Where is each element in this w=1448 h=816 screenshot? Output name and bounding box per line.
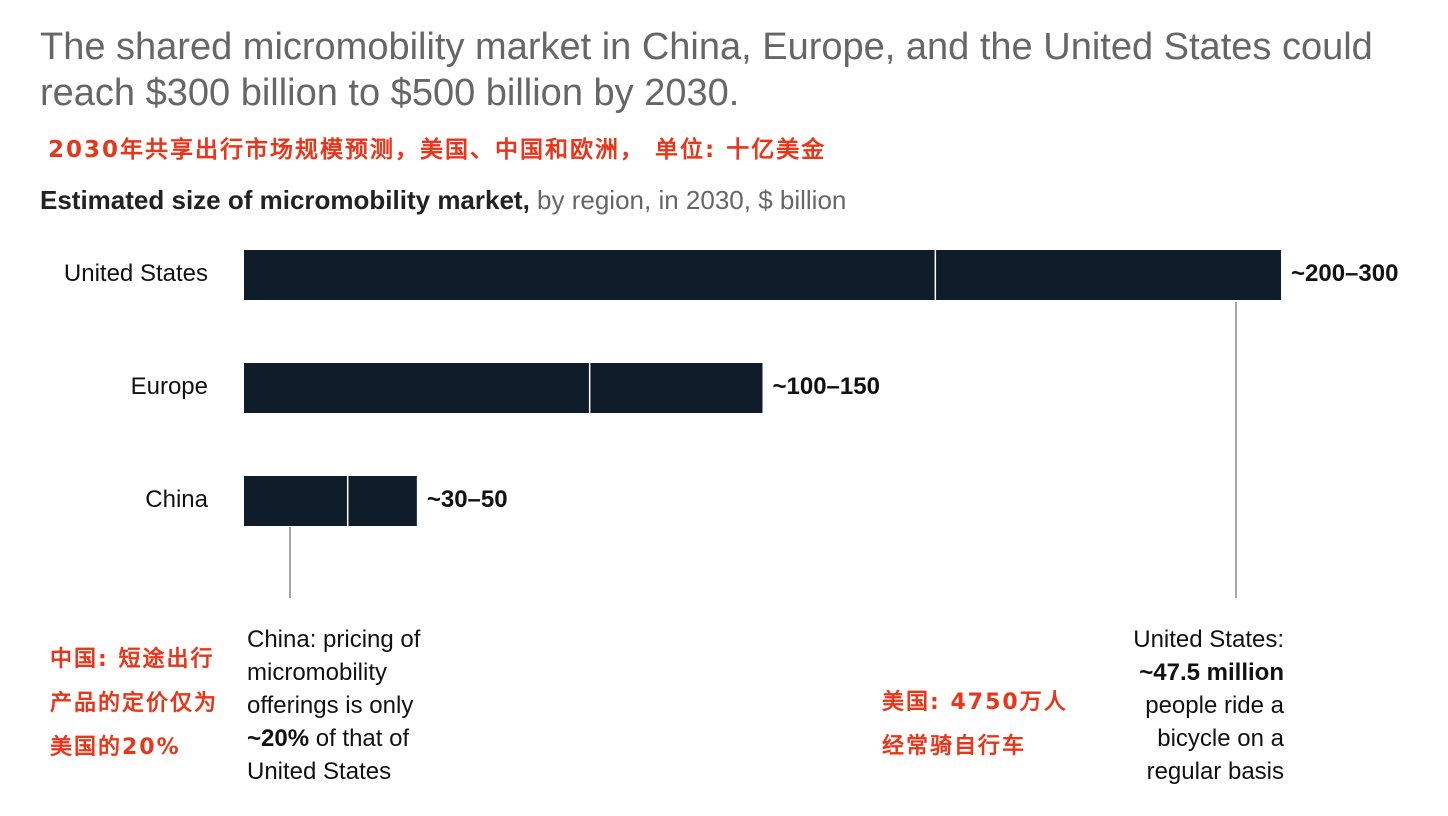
china-cn-note-line3: 美国的20%: [50, 735, 181, 760]
bar-china: [244, 476, 417, 526]
us-note-line5: regular basis: [1146, 758, 1284, 785]
china-note-line3: offerings is only: [247, 692, 414, 719]
subtitle-rest: by region, in 2030, $ billion: [529, 185, 847, 215]
us-note: United States: ~47.5 million people ride…: [1133, 623, 1284, 788]
us-note-line4: bicycle on a: [1157, 725, 1284, 752]
us-note-line3: people ride a: [1145, 692, 1284, 719]
value-label-united-states: ~200–300: [1291, 260, 1399, 287]
china-cn-note-line1: 中国: 短途出行: [50, 647, 215, 672]
us-note-line1: United States:: [1133, 626, 1284, 653]
value-label-china: ~30–50: [426, 486, 508, 513]
china-cn-note: 中国: 短途出行 产品的定价仅为 美国的20%: [50, 638, 218, 770]
china-note-line4: ~20% of that of: [247, 722, 420, 755]
chart-title: The shared micromobility market in China…: [40, 26, 1373, 114]
subtitle-bold: Estimated size of micromobility market,: [40, 185, 530, 215]
china-note-line1: China: pricing of: [247, 626, 421, 653]
bar-united-states: [244, 250, 1281, 300]
china-note-bold: ~20%: [247, 725, 310, 752]
china-note-line2: micromobility: [247, 659, 388, 686]
us-cn-note-line1: 美国: 4750万人: [882, 690, 1068, 715]
china-note: China: pricing of micromobility offering…: [247, 623, 420, 788]
us-note-bold-text: ~47.5 million: [1139, 659, 1284, 686]
us-cn-note: 美国: 4750万人 经常骑自行车: [882, 681, 1068, 769]
us-cn-note-line2: 经常骑自行车: [882, 734, 1027, 759]
category-label-china: China: [145, 486, 208, 513]
china-note-rest: of that of: [309, 725, 410, 752]
category-label-europe: Europe: [130, 373, 208, 400]
category-label-united-states: United States: [63, 260, 208, 287]
china-note-line5: United States: [247, 758, 392, 785]
bar-europe: [244, 363, 763, 413]
chart-subtitle: Estimated size of micromobility market, …: [40, 185, 846, 216]
chinese-subtitle: 2030年共享出行市场规模预测，美国、中国和欧洲， 单位: 十亿美金: [48, 137, 827, 163]
value-label-europe: ~100–150: [772, 373, 880, 400]
us-note-bold: ~47.5 million: [1133, 656, 1284, 689]
china-cn-note-line2: 产品的定价仅为: [50, 691, 219, 716]
